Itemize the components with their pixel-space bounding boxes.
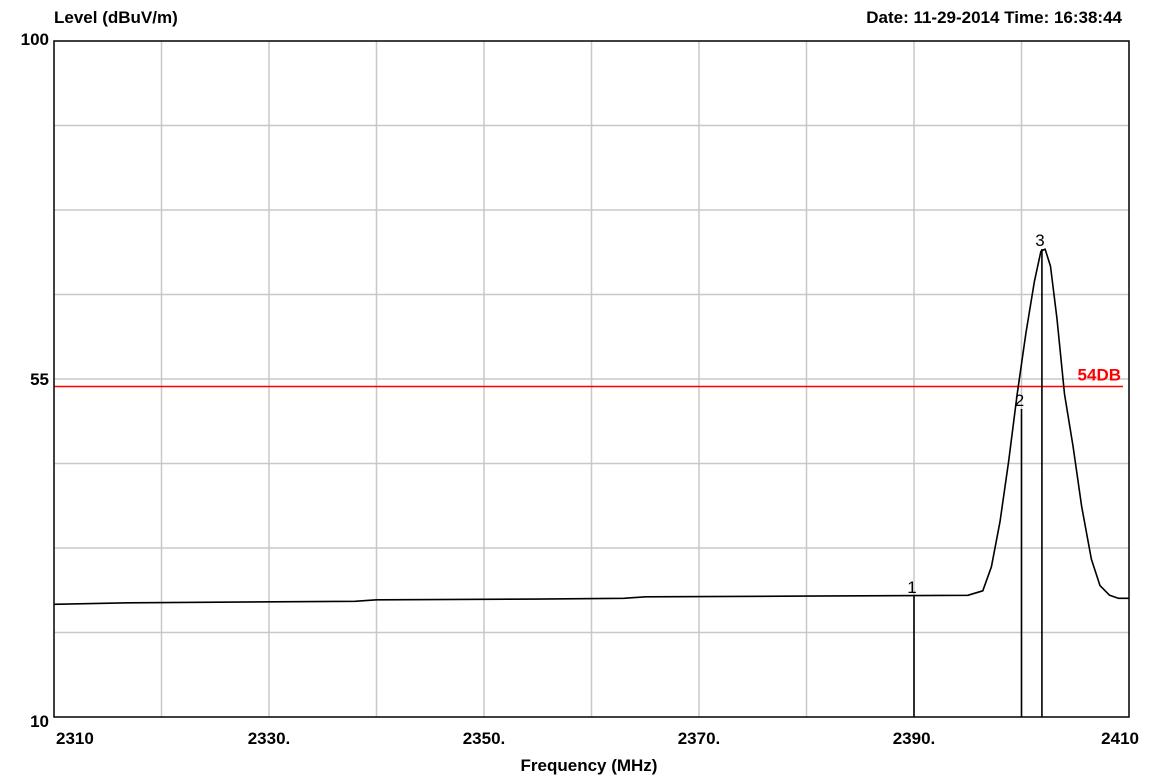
x-tick-label: 2350. xyxy=(463,729,506,748)
marker-label: 1 xyxy=(907,578,916,597)
x-tick-label: 2390. xyxy=(893,729,936,748)
plot-frame xyxy=(53,40,1130,718)
marker-label: 3 xyxy=(1035,231,1044,250)
x-tick-label: 2370. xyxy=(678,729,721,748)
trace-group xyxy=(53,248,1129,606)
limit-line-label: 54DB xyxy=(1078,366,1121,385)
limit-line-group: 54DB xyxy=(54,366,1123,388)
y-tick-label: 55 xyxy=(30,370,49,389)
y-tick-label: 100 xyxy=(21,30,49,49)
x-tick-label: 2330. xyxy=(248,729,291,748)
y-axis-title: Level (dBuV/m) xyxy=(54,8,178,27)
y-tick-labels: 100 55 10 xyxy=(21,30,49,731)
grid-lines xyxy=(54,41,1129,717)
marker-group: 1 2 3 xyxy=(907,231,1045,717)
x-tick-label: 2410 xyxy=(1101,729,1139,748)
x-tick-labels: 2310 2330. 2350. 2370. 2390. 2410 xyxy=(56,729,1139,748)
trace-line xyxy=(53,248,1129,606)
marker-label: 2 xyxy=(1015,391,1024,410)
timestamp: Date: 11-29-2014 Time: 16:38:44 xyxy=(866,8,1122,27)
x-axis-title: Frequency (MHz) xyxy=(521,756,658,775)
x-tick-label: 2310 xyxy=(56,729,94,748)
y-tick-label: 10 xyxy=(30,712,49,731)
